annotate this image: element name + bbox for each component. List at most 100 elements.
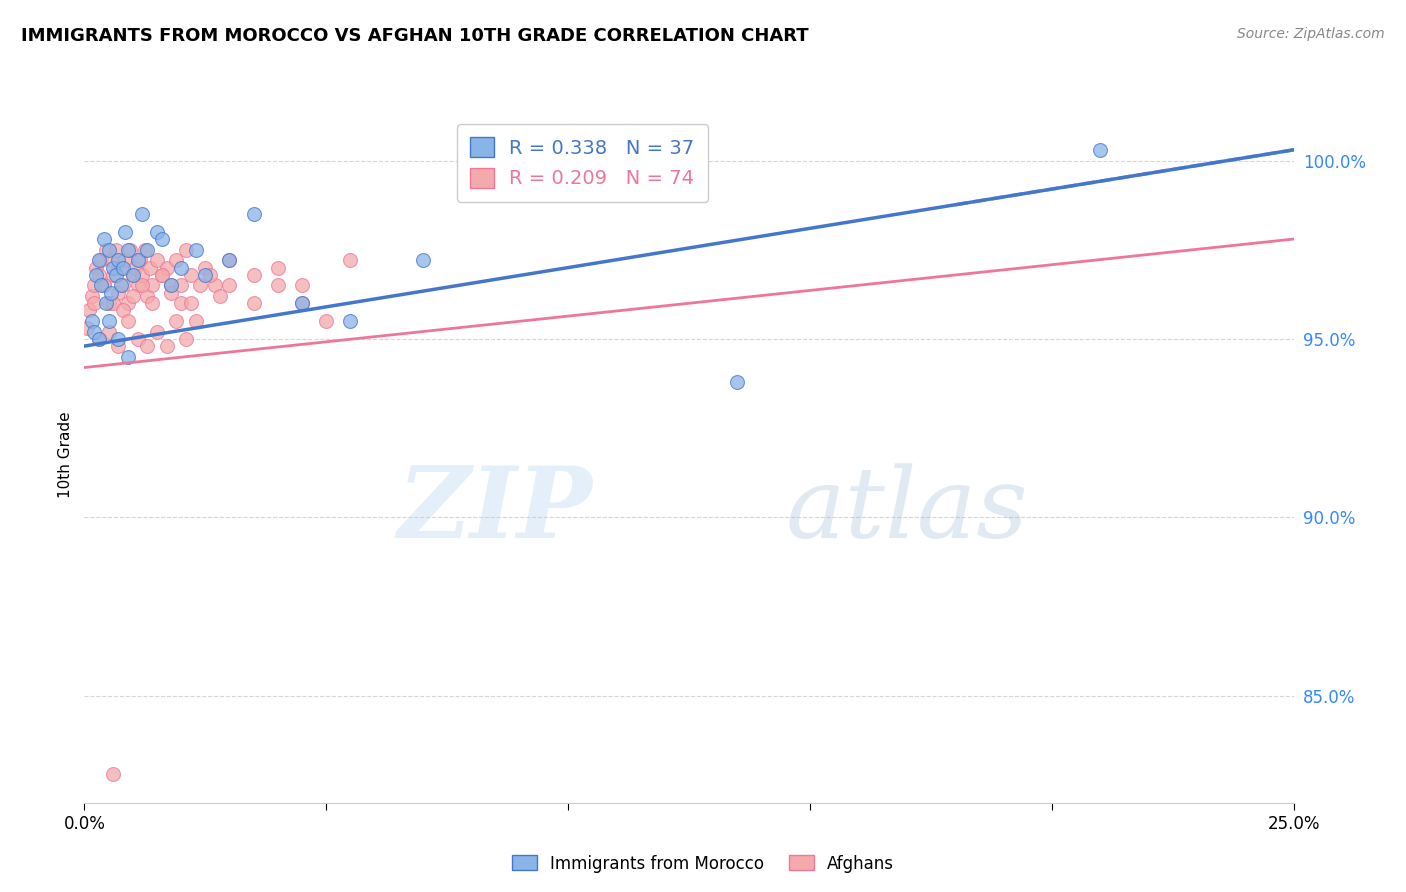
Point <box>339 314 361 328</box>
Point <box>198 268 221 282</box>
Point <box>100 285 122 300</box>
Point <box>218 253 240 268</box>
Point <box>83 278 105 293</box>
Point <box>170 260 193 275</box>
Point <box>150 268 173 282</box>
Point <box>110 260 132 275</box>
Point <box>104 243 127 257</box>
Point <box>112 303 135 318</box>
Point <box>291 296 314 310</box>
Point <box>194 268 217 282</box>
Point <box>86 260 108 275</box>
Point <box>208 289 231 303</box>
Point <box>117 350 139 364</box>
Point <box>146 253 169 268</box>
Point <box>184 243 207 257</box>
Point <box>291 296 314 310</box>
Point <box>114 225 136 239</box>
Point <box>124 260 146 275</box>
Point <box>141 278 163 293</box>
Point <box>267 278 290 293</box>
Point <box>100 253 122 268</box>
Point <box>184 314 207 328</box>
Point <box>107 285 129 300</box>
Point <box>174 243 197 257</box>
Point <box>155 339 177 353</box>
Point <box>107 332 129 346</box>
Point <box>412 253 434 268</box>
Text: Source: ZipAtlas.com: Source: ZipAtlas.com <box>1237 27 1385 41</box>
Point <box>131 268 153 282</box>
Point <box>267 260 290 275</box>
Point <box>131 278 153 293</box>
Point <box>127 332 149 346</box>
Point <box>110 278 132 293</box>
Point <box>146 325 169 339</box>
Point <box>87 332 110 346</box>
Point <box>138 260 160 275</box>
Point <box>107 253 129 268</box>
Point <box>1088 143 1111 157</box>
Point <box>94 296 117 310</box>
Point <box>291 278 314 293</box>
Point <box>242 207 264 221</box>
Text: ZIP: ZIP <box>398 462 592 558</box>
Point <box>93 232 115 246</box>
Point <box>97 243 120 257</box>
Point <box>194 260 217 275</box>
Point <box>97 314 120 328</box>
Y-axis label: 10th Grade: 10th Grade <box>58 411 73 499</box>
Point <box>180 268 202 282</box>
Text: atlas: atlas <box>786 463 1028 558</box>
Point <box>120 243 142 257</box>
Point <box>104 268 127 282</box>
Point <box>339 253 361 268</box>
Legend: Immigrants from Morocco, Afghans: Immigrants from Morocco, Afghans <box>505 848 901 880</box>
Point <box>83 325 105 339</box>
Point <box>112 278 135 293</box>
Point <box>117 296 139 310</box>
Point <box>121 289 143 303</box>
Point <box>204 278 226 293</box>
Point <box>121 268 143 282</box>
Point <box>136 339 159 353</box>
Point <box>165 253 187 268</box>
Point <box>77 303 100 318</box>
Point <box>103 767 125 781</box>
Point <box>121 268 143 282</box>
Point <box>170 278 193 293</box>
Point <box>146 225 169 239</box>
Point <box>160 285 183 300</box>
Point <box>129 253 152 268</box>
Point <box>131 207 153 221</box>
Point <box>93 278 115 293</box>
Point <box>97 325 120 339</box>
Point <box>114 253 136 268</box>
Point <box>76 321 98 335</box>
Point <box>155 260 177 275</box>
Point <box>165 314 187 328</box>
Legend: R = 0.338   N = 37, R = 0.209   N = 74: R = 0.338 N = 37, R = 0.209 N = 74 <box>457 124 709 202</box>
Point <box>150 232 173 246</box>
Point <box>180 296 202 310</box>
Point <box>94 243 117 257</box>
Point <box>83 296 105 310</box>
Point <box>174 332 197 346</box>
Point <box>242 268 264 282</box>
Point <box>90 253 112 268</box>
Point <box>170 296 193 310</box>
Point <box>87 253 110 268</box>
Point <box>103 268 125 282</box>
Point <box>160 278 183 293</box>
Point <box>218 278 240 293</box>
Point <box>127 278 149 293</box>
Point <box>141 296 163 310</box>
Point <box>107 339 129 353</box>
Point <box>136 289 159 303</box>
Point <box>315 314 337 328</box>
Point <box>134 243 156 257</box>
Point <box>103 260 125 275</box>
Point <box>725 375 748 389</box>
Point <box>97 296 120 310</box>
Point <box>117 243 139 257</box>
